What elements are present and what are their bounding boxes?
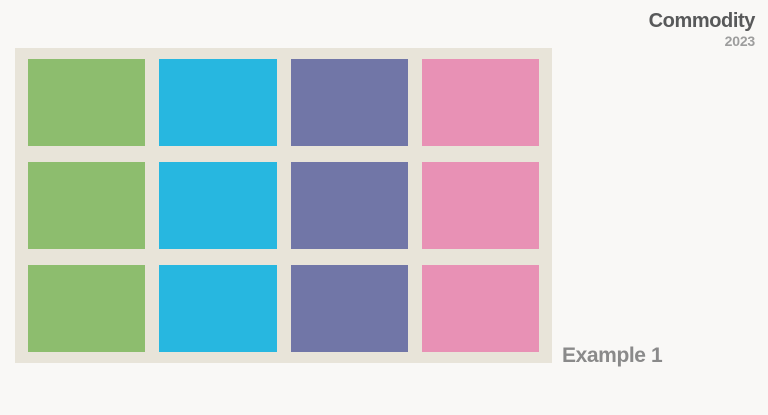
header: Commodity 2023 <box>648 10 756 49</box>
commodity-tile-r1c2-cyan[interactable] <box>159 59 277 146</box>
commodity-tile-r1c4-pink[interactable] <box>421 59 539 146</box>
commodity-tile-r1c3-purple[interactable] <box>290 59 408 146</box>
commodity-tile-r3c4-pink[interactable] <box>421 265 539 352</box>
example-label: Example 1 <box>562 344 663 367</box>
page-title: Commodity <box>648 10 756 32</box>
commodity-board <box>15 48 552 363</box>
commodity-tile-r2c4-pink[interactable] <box>421 162 539 249</box>
commodity-tile-r2c2-cyan[interactable] <box>159 162 277 249</box>
commodity-tile-r2c1-green[interactable] <box>28 162 146 249</box>
commodity-tile-r1c1-green[interactable] <box>28 59 146 146</box>
commodity-tile-r3c2-cyan[interactable] <box>159 265 277 352</box>
commodity-tile-r3c3-purple[interactable] <box>290 265 408 352</box>
commodity-tile-r3c1-green[interactable] <box>28 265 146 352</box>
year-label: 2023 <box>724 33 756 49</box>
commodity-tile-r2c3-purple[interactable] <box>290 162 408 249</box>
